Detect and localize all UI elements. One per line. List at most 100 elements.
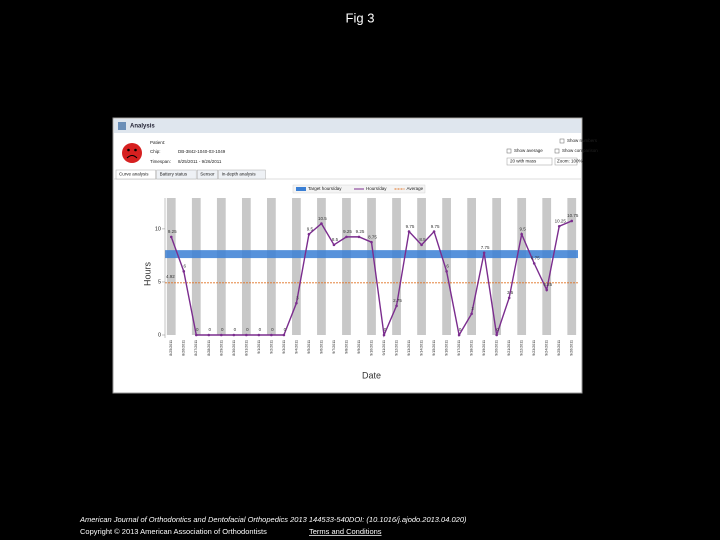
x-tick-label: 9/8/2011	[344, 340, 348, 354]
day-stripe	[492, 198, 502, 335]
data-label: 4.25	[543, 282, 552, 287]
tab-label[interactable]: Curve analysis	[119, 172, 149, 177]
day-stripe	[279, 198, 289, 335]
x-tick-label: 9/9/2011	[357, 340, 361, 354]
point	[557, 224, 561, 228]
x-tick-label: 8/26/2011	[182, 340, 186, 356]
data-label: 8.5	[332, 237, 339, 242]
day-stripe	[229, 198, 239, 335]
tab[interactable]	[115, 169, 156, 180]
point	[169, 235, 173, 239]
day-stripe	[166, 198, 176, 335]
face-eye	[134, 148, 137, 152]
data-label: 10.25	[555, 218, 567, 223]
day-stripe	[292, 198, 301, 335]
slide-title: Fig 3	[346, 10, 375, 25]
chip-label: Chip:	[150, 149, 161, 154]
point	[432, 230, 436, 233]
day-stripe	[454, 198, 464, 335]
citation: American Journal of Orthodontics and Den…	[79, 515, 467, 524]
data-label: 10.75	[567, 213, 579, 218]
show-average[interactable]: Show average	[514, 148, 543, 153]
data-label: 2.75	[393, 298, 402, 303]
point	[382, 333, 386, 337]
point	[257, 333, 261, 337]
tab-label[interactable]: Sensor	[200, 172, 215, 177]
day-stripe	[392, 198, 401, 335]
x-tick-label: 9/22/2011	[520, 340, 524, 356]
point	[507, 296, 511, 300]
data-label: 0	[384, 327, 387, 332]
x-tick-label: 8/28/2011	[207, 340, 211, 356]
x-tick-label: 9/26/2011	[570, 340, 574, 356]
chip-value: DB-3842-1040-03-1049	[178, 149, 226, 154]
data-label: 8.5	[419, 237, 426, 242]
window-title: Analysis	[130, 124, 155, 130]
dropdown[interactable]	[506, 157, 553, 166]
dropdown-text[interactable]: 20 with mass	[510, 159, 537, 164]
tab[interactable]	[196, 169, 218, 180]
data-label: 9.5	[520, 226, 527, 231]
point	[395, 304, 398, 308]
average-label: 4.92	[166, 274, 175, 279]
timespan-value: 8/25/2011 - 9/26/2011	[178, 159, 222, 164]
day-stripe	[529, 198, 539, 335]
data-label: 9.75	[431, 224, 440, 229]
data-label: 9.25	[168, 229, 177, 234]
zoom-text[interactable]: Zoom: 100%	[557, 159, 583, 164]
day-stripe	[329, 198, 339, 335]
y-tick-label: 10	[155, 226, 161, 232]
data-label: 10.5	[318, 216, 327, 221]
legend-label: Average	[407, 186, 424, 191]
timespan-label: Timespan:	[150, 159, 171, 164]
point	[282, 333, 286, 337]
day-stripe	[417, 198, 426, 335]
checkbox[interactable]	[554, 148, 560, 154]
point	[320, 222, 323, 225]
legend-label: Hours/day	[366, 186, 387, 191]
patient-label: Patient:	[150, 140, 165, 145]
data-label: 6	[446, 264, 449, 269]
show-numbers[interactable]: Show numbers	[567, 138, 598, 143]
show-comparison[interactable]: Show comparison	[562, 148, 598, 153]
x-tick-label: 9/1/2011	[257, 340, 261, 354]
tab-label[interactable]: Battery status	[160, 172, 188, 177]
data-label: 9.25	[343, 229, 352, 234]
tab[interactable]	[218, 169, 266, 180]
data-label: 0	[259, 327, 262, 332]
terms-link[interactable]: Terms and Conditions	[309, 527, 382, 536]
x-axis-label: Date	[362, 370, 381, 380]
zoom-box[interactable]	[554, 157, 578, 166]
day-stripe	[304, 198, 314, 335]
day-stripe	[504, 198, 514, 335]
day-stripe	[567, 198, 577, 335]
status-face	[122, 143, 142, 163]
day-stripe	[317, 198, 326, 335]
tab[interactable]	[156, 169, 197, 180]
point	[194, 333, 198, 337]
data-label: 7.75	[481, 245, 490, 250]
point	[495, 333, 498, 337]
data-label: 0	[271, 327, 274, 332]
data-label: 0	[234, 327, 237, 332]
face-eye	[127, 148, 130, 152]
point	[245, 333, 248, 337]
day-stripe	[404, 198, 414, 335]
point	[270, 333, 273, 337]
data-label: 0	[496, 327, 499, 332]
point	[420, 243, 423, 247]
data-label: 0	[459, 327, 462, 332]
point	[445, 270, 448, 273]
day-stripe	[179, 198, 189, 335]
point	[332, 243, 336, 247]
x-tick-label: 9/16/2011	[445, 340, 449, 356]
x-tick-label: 9/20/2011	[495, 340, 499, 356]
day-stripe	[204, 198, 214, 335]
tab-label[interactable]: In-depth analysis	[222, 172, 257, 177]
point	[570, 219, 574, 223]
checkbox[interactable]	[506, 148, 512, 154]
checkbox[interactable]	[559, 138, 565, 144]
point	[545, 288, 549, 292]
